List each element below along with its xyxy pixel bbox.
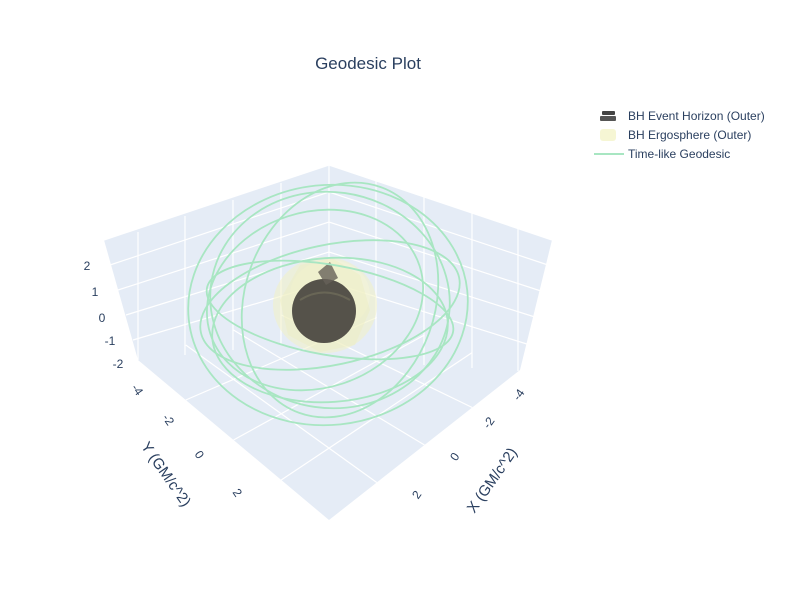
z-tick: -2	[113, 357, 124, 371]
x-tick: 0	[447, 450, 462, 464]
geodesic-orbit	[199, 239, 461, 371]
legend-item-geodesic[interactable]: Time-like Geodesic	[594, 144, 765, 163]
y-tick: 0	[192, 448, 207, 462]
event-horizon-surface	[292, 262, 356, 343]
ergosphere-swatch	[594, 128, 624, 142]
legend-label: BH Ergosphere (Outer)	[628, 127, 752, 142]
chart-title: Geodesic Plot	[315, 54, 421, 73]
x-axis-title: X (GM/c^2)	[464, 445, 521, 516]
geodesic-swatch	[594, 147, 624, 161]
geodesic-orbit	[187, 183, 469, 427]
legend-label: BH Event Horizon (Outer)	[628, 108, 765, 123]
legend-label: Time-like Geodesic	[628, 146, 731, 161]
y-tick: -2	[159, 411, 177, 428]
back-right-wall	[329, 165, 552, 370]
event-horizon-swatch	[594, 109, 624, 123]
legend[interactable]: BH Event Horizon (Outer) BH Ergosphere (…	[594, 106, 765, 163]
x-tick: -4	[510, 386, 528, 403]
z-tick: 2	[84, 259, 91, 273]
legend-item-ergosphere[interactable]: BH Ergosphere (Outer)	[594, 125, 765, 144]
x-tick: -2	[480, 414, 498, 431]
geodesic-orbit	[205, 259, 455, 361]
y-axis-title: Y (GM/c^2)	[137, 439, 194, 510]
x-tick: 2	[409, 488, 424, 502]
legend-item-event-horizon[interactable]: BH Event Horizon (Outer)	[594, 106, 765, 125]
geodesic-orbit	[206, 208, 424, 392]
y-tick: -4	[128, 381, 146, 398]
y-tick: 2	[230, 486, 245, 500]
z-tick: 1	[92, 285, 99, 299]
geodesic-orbit	[240, 181, 440, 419]
geodesic-lines	[187, 181, 469, 427]
z-tick: -1	[105, 334, 116, 348]
z-tick: 0	[99, 311, 106, 325]
